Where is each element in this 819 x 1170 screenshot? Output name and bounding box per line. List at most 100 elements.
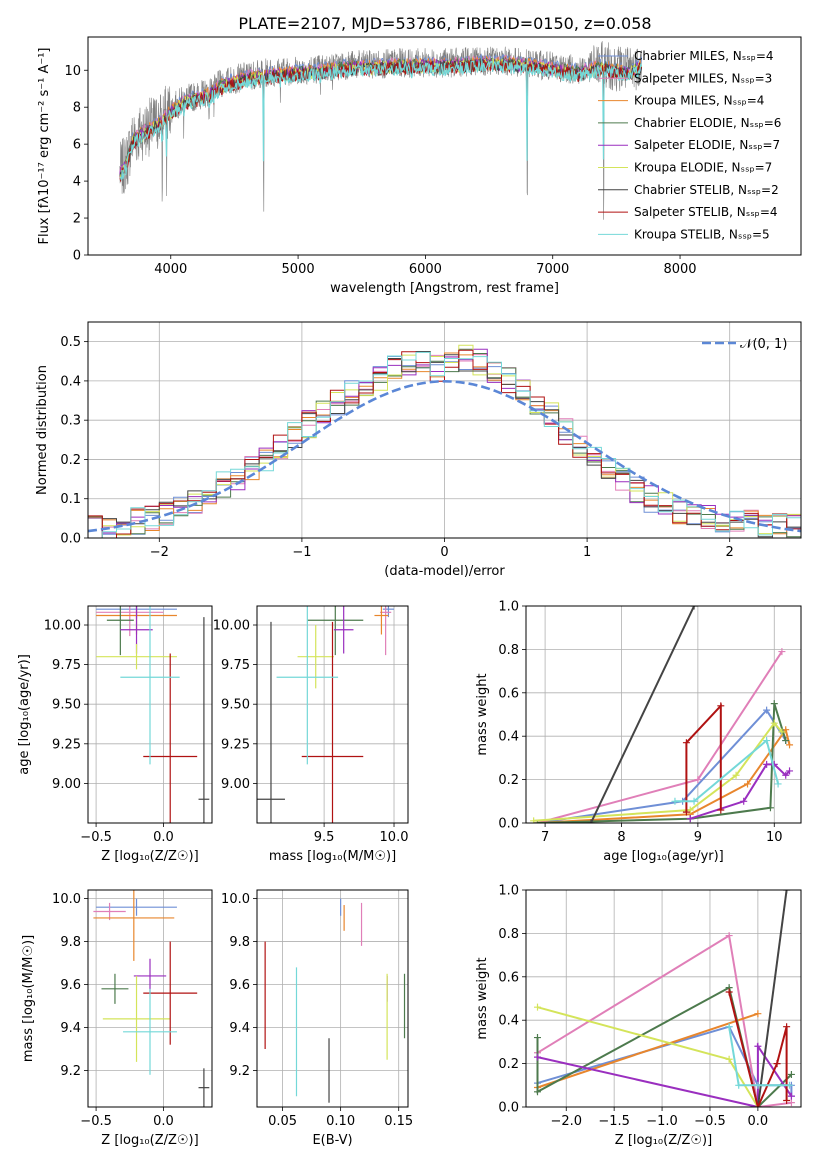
age-vs-mass-plot-area [257, 606, 408, 823]
weight-vs-age-ytick-label: 0.2 [498, 773, 519, 788]
mass-vs-z-xtick-label: 0.0 [153, 1114, 174, 1129]
weight-vs-age-series-3 [537, 727, 791, 823]
mass-vs-ebv-frame [256, 889, 409, 1108]
weight-vs-z-xtick-label: −2.0 [550, 1114, 582, 1129]
histogram-step-9 [88, 351, 801, 538]
weight-vs-age-ytick-label: 1.0 [498, 600, 519, 615]
weight-vs-z-ytick-label: 0.2 [498, 1057, 519, 1072]
weight-vs-age-plot-area [526, 606, 801, 823]
mass-vs-z-ytick-label: 9.8 [60, 935, 81, 950]
age-vs-z-ytick-label: 9.75 [52, 658, 81, 673]
weight-vs-age-marker-4 [770, 700, 778, 708]
weight-vs-z-xtick-label: −1.5 [598, 1114, 630, 1129]
weight-vs-z-series-9 [728, 1026, 790, 1087]
weight-vs-age-marker-9 [671, 797, 679, 805]
weight-vs-age-xlabel: age [log₁₀(age/yr)] [603, 849, 724, 864]
weight-vs-age-ytick-label: 0.8 [498, 643, 519, 658]
residuals-xlabel: (data-model)/error [384, 564, 505, 579]
weight-vs-z-marker-5 [787, 1092, 795, 1100]
age-vs-mass-ytick-label: 9.50 [221, 698, 250, 713]
spectrum-xtick-label: 6000 [409, 262, 442, 277]
spectrum-panel: 4000 5000 6000 7000 8000 0 2 4 6 8 10 wavelength [A… [37, 36, 802, 296]
mass-vs-z-xtick-label: −0.5 [80, 1114, 112, 1129]
spectrum-legend: Chabrier MILES, Nₛₛₚ=4 Salpeter MILES, Nₛ… [598, 49, 781, 241]
mass-vs-z-ytick-label: 9.6 [60, 978, 81, 993]
weight-vs-age-xtick-label: 9 [694, 830, 702, 845]
residuals-ytick-label: 0.3 [60, 414, 81, 429]
weight-vs-z-ytick-label: 0.4 [498, 1014, 519, 1029]
weight-vs-z-ytick-label: 1.0 [498, 884, 519, 899]
weight-vs-age-frame [525, 605, 802, 824]
age-vs-mass-xlabel: mass [log₁₀(M/M☉)] [269, 849, 396, 864]
weight-vs-age-marker-8 [717, 806, 725, 814]
weight-vs-age-xtick-label: 8 [617, 830, 625, 845]
weight-vs-z-series-7 [756, 890, 788, 1107]
weight-vs-z-marker-4 [533, 1088, 541, 1096]
weight-vs-z-marker-8 [783, 1023, 791, 1031]
weight-vs-z-marker-2 [787, 1099, 795, 1107]
mass-vs-ebv-ytick-label: 9.2 [229, 1064, 250, 1079]
residuals-ytick-label: 0.1 [60, 492, 81, 507]
weight-vs-age-marker-2 [778, 648, 786, 656]
legend-entry-8: Salpeter STELIB, Nₛₛₚ=4 [634, 205, 778, 219]
normal-legend-label: 𝒩(0, 1) [740, 337, 787, 352]
mass-vs-ebv-ytick-label: 9.4 [229, 1021, 250, 1036]
age-vs-z-plot-area [88, 606, 212, 823]
weight-vs-z-marker-7 [783, 890, 791, 894]
legend-entry-6: Kroupa ELODIE, Nₛₛₚ=7 [634, 161, 772, 175]
weight-vs-age-marker-9 [690, 797, 698, 805]
weight-vs-z-panel: −2.0 −1.5 −1.0 −0.5 0.0 0.0 0.2 0.4 0.6 0.8 1.0 Z [… [475, 884, 802, 1148]
mass-vs-z-frame [87, 889, 213, 1108]
spectrum-xtick-label: 7000 [536, 262, 569, 277]
spectrum-ytick-label: 0 [73, 249, 81, 264]
spectrum-ytick-label: 6 [73, 138, 81, 153]
weight-vs-age-marker-6 [770, 719, 778, 727]
age-vs-mass-frame [256, 605, 409, 824]
weight-vs-age-marker-8 [717, 702, 725, 710]
weight-vs-z-xtick-label: −1.0 [646, 1114, 678, 1129]
weight-vs-z-marker-8 [783, 1096, 791, 1104]
residuals-ytick-label: 0.4 [60, 374, 81, 389]
residuals-xtick-label: −2 [150, 545, 169, 560]
age-vs-mass-ytick-label: 9.00 [221, 777, 250, 792]
weight-vs-z-xtick-label: 0.0 [748, 1114, 769, 1129]
weight-vs-z-ytick-label: 0.8 [498, 927, 519, 942]
mass-vs-z-ytick-label: 10.0 [52, 892, 81, 907]
residuals-xtick-label: 0 [440, 545, 448, 560]
residuals-ytick-label: 0.5 [60, 335, 81, 350]
weight-vs-age-marker-1 [763, 706, 771, 714]
weight-vs-age-ylabel: mass weight [475, 673, 490, 755]
mass-vs-ebv-ytick-label: 10.0 [221, 892, 250, 907]
spectrum-ytick-label: 10 [64, 64, 81, 79]
mass-vs-z-ytick-label: 9.4 [60, 1021, 81, 1036]
weight-vs-age-marker-6 [732, 771, 740, 779]
weight-vs-age-marker-6 [778, 728, 786, 736]
mass-vs-z-plot-area [88, 890, 212, 1107]
legend-entry-2: Salpeter MILES, Nₛₛₚ=3 [634, 71, 772, 85]
age-vs-mass-ytick-label: 10.00 [213, 619, 250, 634]
mass-vs-ebv-plot-area [257, 890, 408, 1107]
weight-vs-age-series-9 [675, 738, 780, 803]
residuals-xtick-label: 2 [726, 545, 734, 560]
weight-vs-z-marker-9 [786, 1081, 794, 1089]
mass-vs-ebv-ytick-label: 9.6 [229, 978, 250, 993]
weight-vs-z-marker-6 [725, 1055, 733, 1063]
legend-entry-9: Kroupa STELIB, Nₛₛₚ=5 [634, 227, 770, 241]
mass-vs-ebv-panel: 0.05 0.10 0.15 9.2 9.4 9.6 9.8 10.0 E(B-V) [221, 889, 413, 1148]
spectrum-title: PLATE=2107, MJD=53786, FIBERID=0150, z=0… [238, 14, 651, 33]
weight-vs-z-marker-4 [787, 1070, 795, 1078]
spectrum-xlabel: wavelength [Angstrom, rest frame] [330, 281, 559, 296]
weight-vs-age-marker-4 [782, 737, 790, 745]
weight-vs-age-series-8 [685, 703, 722, 813]
weight-vs-age-marker-8 [682, 739, 690, 747]
legend-entry-3: Kroupa MILES, Nₛₛₚ=4 [634, 94, 764, 108]
weight-vs-age-marker-7 [690, 606, 698, 610]
weight-vs-age-marker-5 [786, 767, 794, 775]
weight-vs-z-ytick-label: 0.0 [498, 1101, 519, 1116]
age-vs-mass-panel: 9.5 10.0 9.00 9.25 9.50 9.75 10.00 mass [log₁₀(… [213, 605, 409, 864]
weight-vs-age-marker-2 [694, 776, 702, 784]
mass-vs-ebv-ytick-label: 9.8 [229, 935, 250, 950]
residuals-frame [87, 321, 802, 539]
weight-vs-z-ylabel: mass weight [475, 957, 490, 1039]
